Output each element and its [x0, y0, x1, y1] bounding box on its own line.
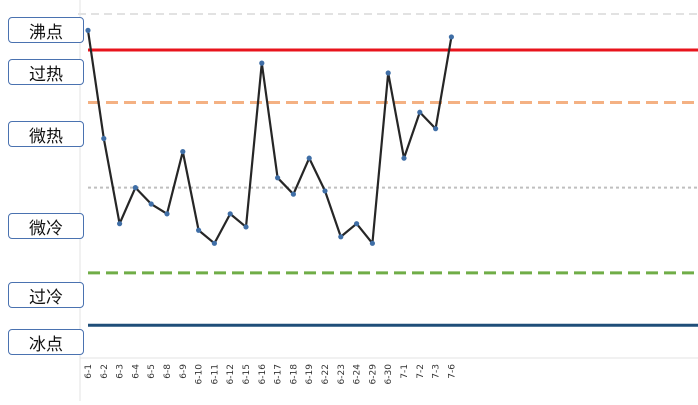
data-point-6-10 [196, 227, 202, 233]
x-tick-label: 6-5 [147, 364, 157, 379]
level-label-freezing: 冰点 [8, 329, 84, 355]
data-point-6-30 [385, 70, 391, 76]
level-label-overcool: 过冷 [8, 282, 84, 308]
data-point-7-6 [448, 34, 454, 40]
level-lines [88, 48, 698, 327]
x-tick-label: 6-11 [210, 364, 220, 384]
data-point-6-4 [132, 185, 138, 191]
x-tick-label: 6-16 [258, 364, 268, 385]
data-point-6-5 [148, 201, 154, 207]
x-tick-label: 6-29 [368, 364, 378, 385]
x-tick-label: 6-4 [131, 364, 141, 379]
data-point-7-1 [401, 155, 407, 161]
data-point-6-12 [227, 211, 233, 217]
data-point-6-9 [180, 149, 186, 155]
x-tick-label: 6-17 [274, 364, 284, 384]
data-point-6-23 [338, 234, 344, 240]
x-tick-label: 6-18 [289, 364, 299, 385]
data-point-6-2 [101, 135, 107, 142]
x-tick-label: 6-9 [179, 364, 189, 379]
data-point-6-8 [164, 211, 170, 217]
x-tick-label: 6-3 [116, 364, 126, 379]
data-point-6-3 [117, 221, 123, 227]
data-point-6-18 [290, 191, 296, 197]
series-line [86, 30, 453, 245]
data-point-7-3 [433, 126, 439, 132]
x-tick-label: 6-19 [305, 364, 315, 385]
x-tick-label: 6-22 [321, 364, 331, 384]
data-point-6-1 [85, 27, 91, 33]
x-tick-label: 6-30 [384, 364, 394, 385]
x-tick-label: 7-1 [400, 364, 410, 379]
x-tick-labels: 6-1 6-2 6-3 6-4 6-5 6-8 6-9 6-10 6-11 6-12 6-15 6-1… [84, 364, 457, 385]
data-point-6-15 [243, 224, 249, 230]
x-tick-label: 6-1 [84, 364, 94, 379]
level-label-overheat: 过热 [8, 59, 84, 85]
x-tick-label: 7-3 [432, 364, 442, 379]
level-label-warm: 微热 [8, 121, 84, 147]
data-point-6-11 [211, 240, 217, 246]
x-tick-label: 6-2 [100, 364, 110, 379]
x-tick-label: 7-2 [416, 364, 426, 379]
data-point-6-22 [322, 188, 328, 194]
x-tick-label: 6-8 [163, 364, 173, 379]
x-tick-label: 6-23 [337, 364, 347, 384]
data-point-7-2 [417, 109, 423, 115]
data-point-6-16 [259, 60, 265, 66]
series-layer [85, 27, 454, 246]
data-point-6-29 [369, 240, 375, 246]
data-point-6-17 [275, 175, 281, 181]
x-tick-label: 6-24 [353, 364, 363, 385]
x-tick-label: 6-10 [195, 364, 205, 385]
data-point-6-24 [354, 221, 360, 227]
level-label-cool: 微冷 [8, 213, 84, 239]
x-tick-label: 7-6 [447, 364, 457, 379]
x-tick-label: 6-12 [226, 364, 236, 384]
x-tick-label: 6-15 [242, 364, 252, 384]
level-label-boiling: 沸点 [8, 17, 84, 43]
data-point-6-19 [306, 155, 312, 161]
